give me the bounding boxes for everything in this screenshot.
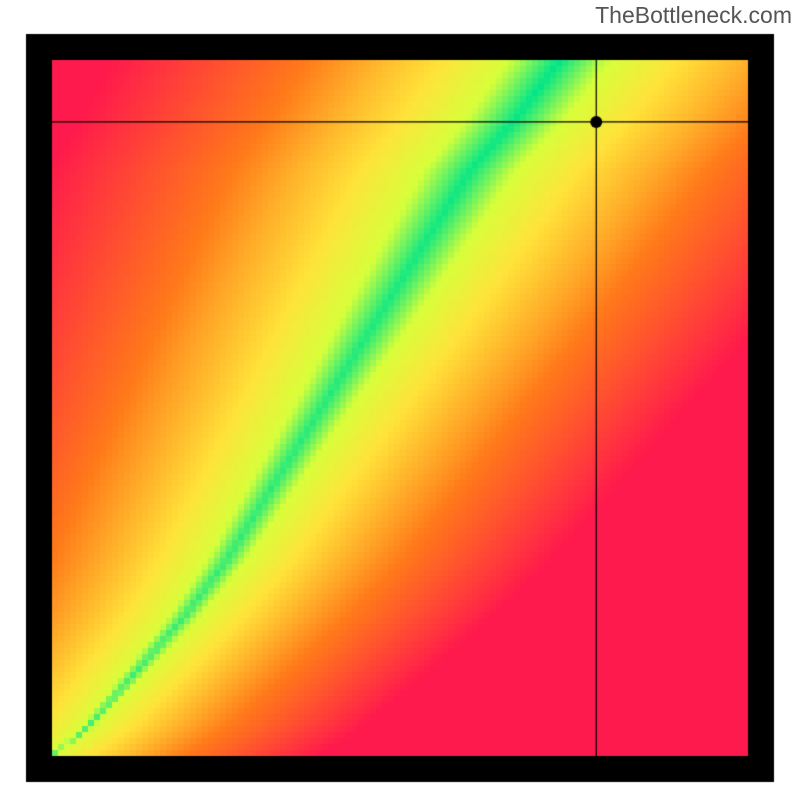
- chart-container: TheBottleneck.com: [0, 0, 800, 800]
- bottleneck-heatmap: [0, 0, 800, 800]
- watermark-text: TheBottleneck.com: [595, 2, 792, 29]
